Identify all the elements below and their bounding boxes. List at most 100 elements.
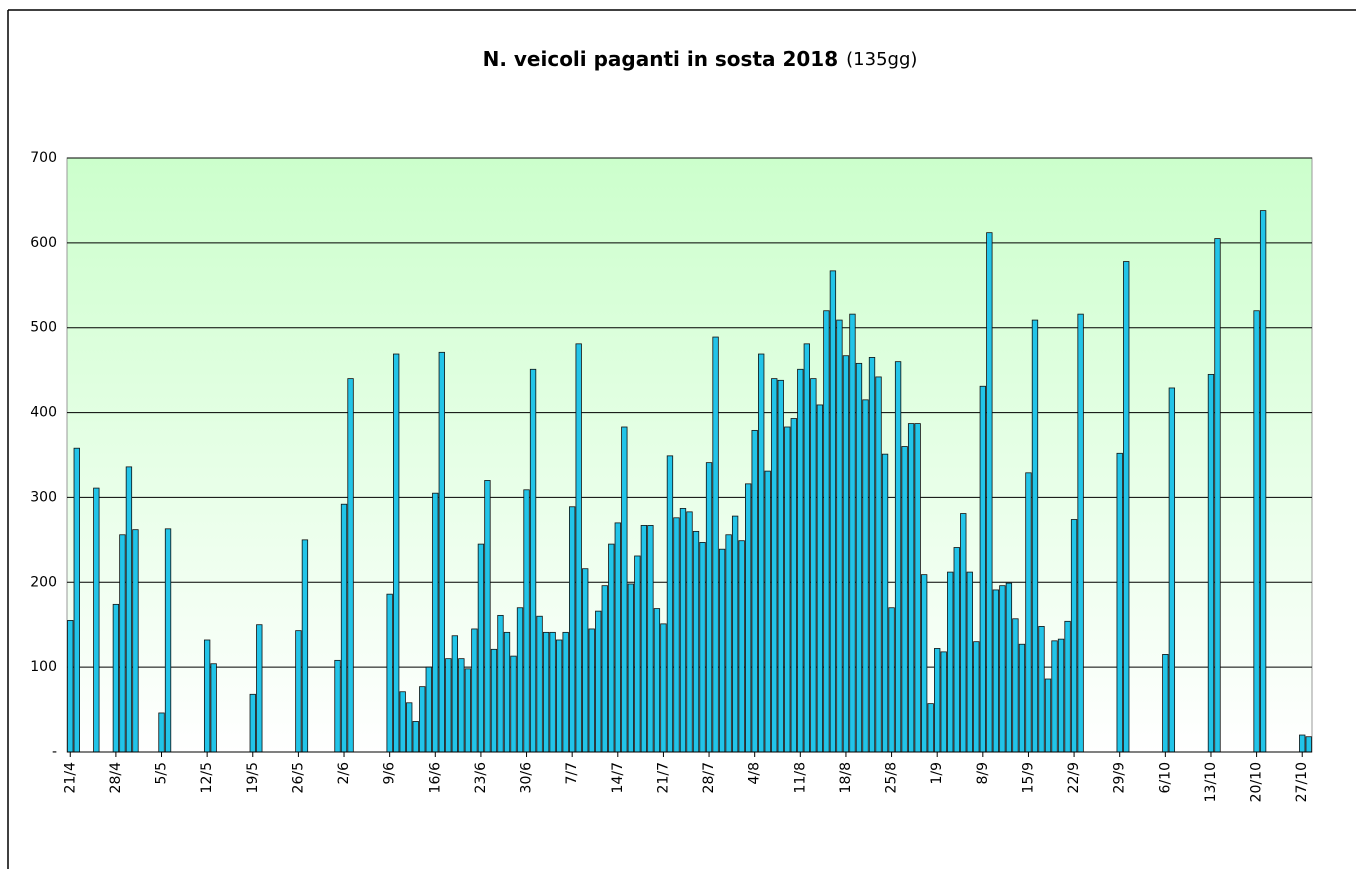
bar bbox=[347, 378, 354, 753]
bar bbox=[914, 423, 921, 753]
bar bbox=[484, 480, 491, 753]
bar bbox=[1005, 582, 1013, 753]
bar bbox=[451, 635, 458, 753]
bar bbox=[1038, 626, 1045, 753]
bar bbox=[588, 628, 595, 753]
bar bbox=[940, 651, 947, 753]
bar bbox=[549, 631, 556, 753]
bar bbox=[627, 583, 634, 753]
bar bbox=[803, 343, 810, 753]
title-main: N. veicoli paganti in sosta 2018 bbox=[483, 47, 839, 71]
bar bbox=[810, 378, 817, 753]
bar bbox=[490, 648, 498, 753]
bar bbox=[666, 455, 674, 753]
bar bbox=[647, 525, 654, 753]
y-tick-label: 600 bbox=[30, 235, 57, 251]
bar bbox=[731, 515, 739, 753]
bar bbox=[555, 639, 563, 753]
y-tick-label: - bbox=[52, 744, 57, 760]
bar bbox=[601, 585, 608, 753]
bar bbox=[569, 506, 576, 753]
bar bbox=[1057, 638, 1065, 753]
bar bbox=[419, 686, 426, 753]
bar bbox=[634, 555, 641, 753]
bar bbox=[705, 462, 713, 753]
bar bbox=[960, 513, 967, 753]
bar bbox=[432, 492, 439, 753]
bar bbox=[1077, 313, 1084, 753]
bar bbox=[966, 571, 973, 753]
x-tick-label: 22/9 bbox=[1066, 762, 1082, 793]
bar bbox=[516, 607, 524, 753]
bar bbox=[132, 529, 139, 753]
bar bbox=[907, 423, 915, 753]
bar bbox=[562, 631, 569, 753]
bar bbox=[112, 603, 120, 753]
x-tick-label: 5/5 bbox=[154, 762, 170, 785]
x-tick-label: 27/10 bbox=[1294, 762, 1310, 802]
bar bbox=[1259, 210, 1267, 753]
bar bbox=[73, 447, 80, 753]
x-tick-label: 4/8 bbox=[747, 762, 763, 785]
bar bbox=[301, 539, 309, 753]
bar bbox=[725, 534, 732, 753]
x-tick-label: 19/5 bbox=[245, 762, 261, 793]
bar bbox=[673, 517, 680, 753]
bar bbox=[999, 585, 1006, 753]
bar bbox=[1305, 736, 1312, 753]
y-tick-label: 700 bbox=[30, 150, 57, 166]
bar bbox=[842, 355, 850, 753]
bar bbox=[1299, 734, 1306, 753]
x-tick-label: 28/7 bbox=[701, 762, 717, 793]
x-tick-label: 16/6 bbox=[427, 762, 443, 794]
bar bbox=[510, 655, 517, 753]
bar bbox=[979, 385, 986, 753]
bar bbox=[862, 399, 869, 753]
bar bbox=[894, 361, 902, 753]
bar bbox=[738, 540, 745, 753]
bar bbox=[640, 525, 648, 753]
bar bbox=[1123, 261, 1130, 753]
bar bbox=[992, 589, 1000, 753]
y-tick-label: 100 bbox=[30, 659, 57, 675]
bar bbox=[881, 453, 889, 753]
bar bbox=[158, 712, 165, 753]
bar bbox=[953, 547, 960, 753]
bar bbox=[621, 426, 628, 753]
bar bbox=[614, 522, 621, 753]
bar bbox=[836, 319, 843, 753]
bar bbox=[934, 648, 941, 753]
bar bbox=[973, 641, 980, 753]
bar bbox=[438, 351, 445, 753]
bar bbox=[1168, 387, 1176, 753]
bar bbox=[751, 429, 758, 753]
bar bbox=[203, 639, 211, 753]
bar bbox=[503, 631, 511, 753]
bar bbox=[777, 379, 784, 753]
bar bbox=[582, 568, 589, 753]
x-tick-label: 11/8 bbox=[792, 762, 808, 793]
bar bbox=[529, 368, 537, 753]
bar bbox=[1070, 519, 1078, 753]
bar bbox=[1012, 618, 1019, 753]
bar bbox=[608, 543, 615, 753]
bar bbox=[745, 483, 752, 753]
bar bbox=[816, 404, 824, 753]
title-note: (135gg) bbox=[846, 49, 917, 70]
bar bbox=[764, 470, 771, 753]
bar bbox=[718, 548, 726, 753]
bar bbox=[406, 702, 413, 753]
y-tick-label: 200 bbox=[30, 574, 57, 590]
bar bbox=[1214, 238, 1221, 753]
bar bbox=[93, 487, 100, 753]
bar bbox=[1064, 620, 1071, 753]
bar bbox=[458, 658, 465, 753]
bar bbox=[536, 615, 543, 753]
bar bbox=[1116, 452, 1123, 753]
bar bbox=[340, 503, 348, 753]
x-tick-label: 2/6 bbox=[336, 762, 352, 785]
bar bbox=[868, 357, 876, 753]
bar bbox=[164, 528, 172, 753]
bar bbox=[888, 607, 895, 753]
x-tick-label: 18/8 bbox=[838, 762, 854, 793]
